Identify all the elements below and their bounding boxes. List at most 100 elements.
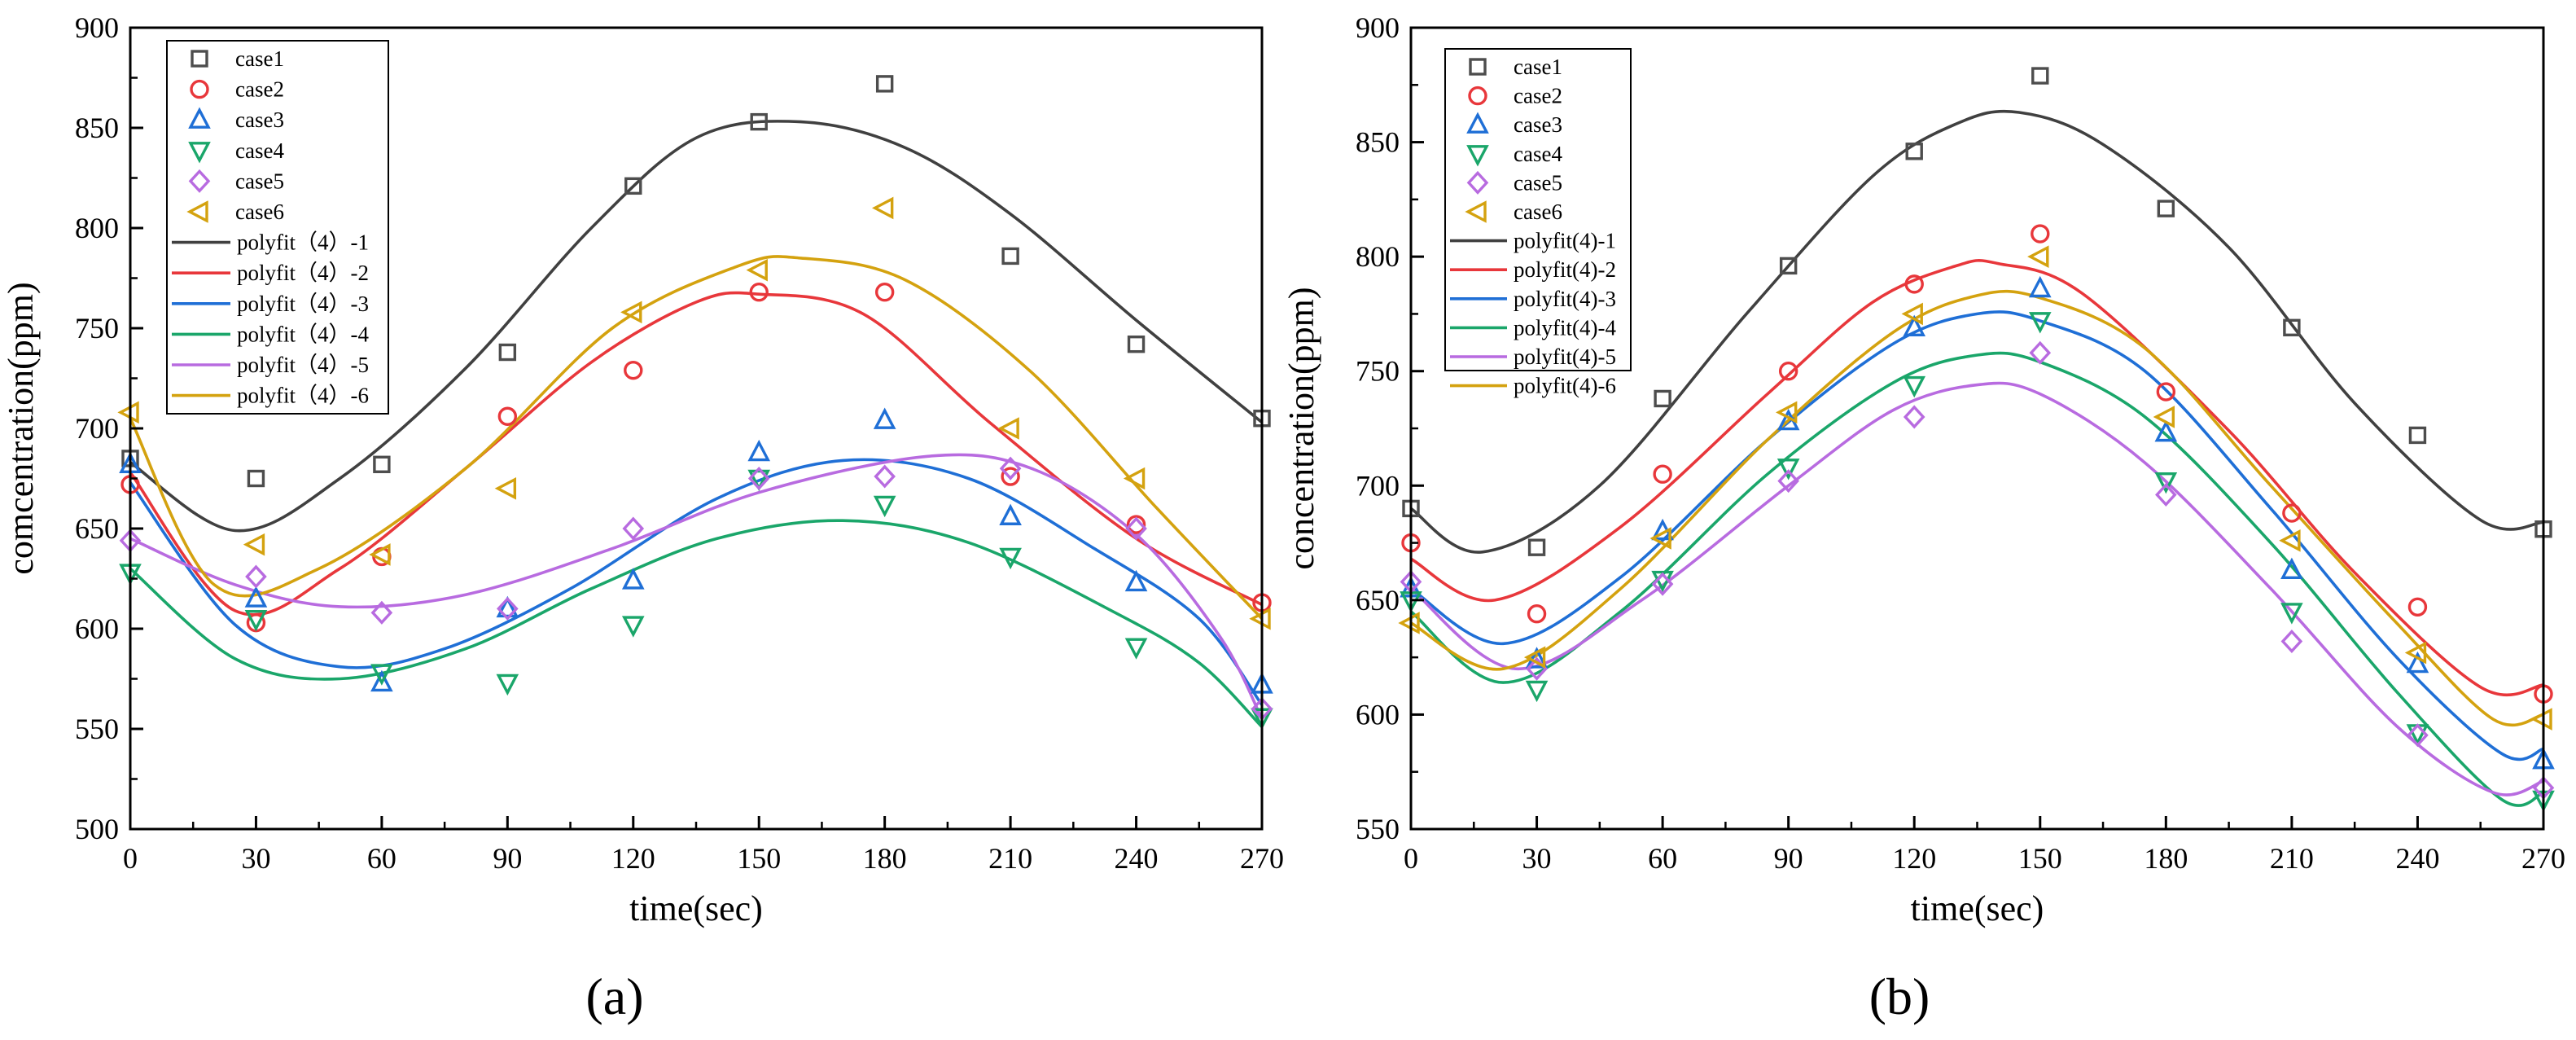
case2-point-210 (1001, 467, 1020, 486)
case3-point-210 (2280, 557, 2303, 580)
x-tick-label: 120 (1892, 842, 1936, 875)
x-tick-label: 240 (1115, 842, 1159, 875)
case4-point-240 (1124, 638, 1148, 660)
legend-label: case2 (235, 77, 284, 102)
case3-point-180 (873, 407, 896, 429)
case3-point-90 (496, 595, 519, 618)
case1-point-180 (2157, 200, 2175, 217)
case3-point-30 (244, 586, 268, 608)
fit-line-5 (1411, 381, 2543, 796)
case3-point-150 (2028, 275, 2052, 298)
case5-point-150 (2029, 340, 2052, 365)
case4-point-150 (2028, 312, 2052, 334)
fit-line-6 (1411, 289, 2543, 726)
case1-point-210 (2283, 318, 2301, 336)
x-tick-label: 150 (737, 842, 781, 875)
case1-point-60 (373, 455, 391, 473)
fit-line-1 (1411, 109, 2543, 554)
case1-point-90 (1779, 257, 1798, 275)
x-tick-label: 60 (367, 842, 396, 875)
case6-point-210 (2279, 529, 2301, 552)
case5-point-240 (1125, 516, 1147, 541)
legend-label: polyfit(4)-2 (1514, 257, 1616, 282)
case1-point-210 (1001, 247, 1019, 265)
case4-point-90 (1776, 459, 1800, 481)
x-tick-label: 0 (1404, 842, 1418, 875)
case4-point-30 (1525, 680, 1549, 703)
case2-point-60 (1653, 464, 1672, 484)
x-tick-label: 90 (493, 842, 522, 875)
legend-marker-case4 (1466, 145, 1489, 167)
case2-point-240 (2407, 597, 2428, 617)
case2-point-30 (1527, 604, 1547, 624)
y-tick-label: 900 (75, 11, 119, 44)
case5-point-210 (2280, 629, 2303, 653)
legend: case1 case2 case3 case4 case5 case6 polyfit（4）… (166, 40, 389, 415)
x-tick-label: 180 (863, 842, 907, 875)
legend-label: polyfit(4)-5 (1514, 344, 1616, 369)
legend-label: case4 (1514, 142, 1562, 166)
case5-point-90 (497, 596, 519, 621)
y-tick-label: 850 (1356, 126, 1400, 159)
case6-point-30 (1523, 646, 1546, 669)
legend-marker-case6 (186, 200, 208, 223)
case2-point-90 (497, 406, 518, 426)
chart-panel-a: 0 30 60 90 120 150 180 210 240 270 500 550 600 650 700… (1, 11, 1284, 1025)
case1-point-240 (1127, 335, 1146, 353)
case3-point-60 (370, 669, 393, 692)
case6-point-90 (494, 476, 517, 500)
case5-point-30 (245, 564, 267, 589)
data-markers (117, 75, 1273, 730)
y-tick-label: 700 (75, 412, 119, 445)
case4-point-90 (496, 674, 519, 696)
legend-marker-case2 (1468, 86, 1487, 106)
fit-curves (1411, 109, 2543, 807)
legend-label: case5 (235, 169, 284, 193)
legend-label: polyfit(4)-1 (1514, 229, 1616, 253)
x-tick-label: 210 (2270, 842, 2314, 875)
x-tick-label: 120 (611, 842, 655, 875)
fit-line-4 (1411, 351, 2543, 807)
fit-line-2 (130, 291, 1262, 617)
legend-label: case1 (235, 46, 284, 71)
case1-point-180 (875, 75, 894, 93)
y-tick-label: 700 (1356, 469, 1400, 502)
case6-point-30 (243, 533, 265, 556)
x-tick-label: 210 (988, 842, 1032, 875)
x-tick-label: 150 (2018, 842, 2062, 875)
case5-point-90 (1777, 469, 1799, 494)
case1-point-90 (498, 343, 517, 362)
x-axis-title: time(sec) (629, 889, 763, 928)
legend-label: polyfit（4）-1 (237, 230, 369, 255)
case4-point-180 (2154, 472, 2178, 494)
x-tick-label: 30 (1522, 842, 1552, 875)
case6-point-90 (1776, 401, 1798, 424)
x-tick-label: 60 (1648, 842, 1677, 875)
case6-point-60 (369, 543, 391, 566)
legend-label: polyfit(4)-4 (1514, 315, 1616, 340)
case2-point-210 (2282, 503, 2302, 523)
legend-label: case5 (1514, 170, 1562, 195)
case4-point-150 (747, 469, 771, 492)
y-tick-label: 800 (1356, 240, 1400, 273)
x-tick-label: 270 (2521, 842, 2565, 875)
case6-point-180 (2153, 406, 2175, 428)
case3-point-30 (1525, 647, 1549, 669)
legend-label: polyfit（4）-3 (237, 292, 369, 316)
case6-point-210 (997, 417, 1019, 440)
case1-point-60 (1654, 389, 1671, 408)
y-tick-label: 650 (75, 512, 119, 545)
case6-point-240 (2404, 641, 2427, 665)
x-tick-label: 270 (1240, 842, 1284, 875)
legend-marker-case3 (188, 107, 211, 129)
fit-line-1 (130, 119, 1262, 533)
legend-label: case3 (1514, 112, 1562, 137)
case3-point-210 (999, 503, 1022, 525)
legend-marker-case5 (1466, 170, 1489, 195)
case6-point-180 (872, 196, 894, 220)
y-tick-label: 550 (1356, 813, 1400, 845)
case6-point-120 (1901, 302, 1923, 326)
y-tick-label: 600 (75, 612, 119, 645)
y-tick-label: 600 (1356, 698, 1400, 731)
